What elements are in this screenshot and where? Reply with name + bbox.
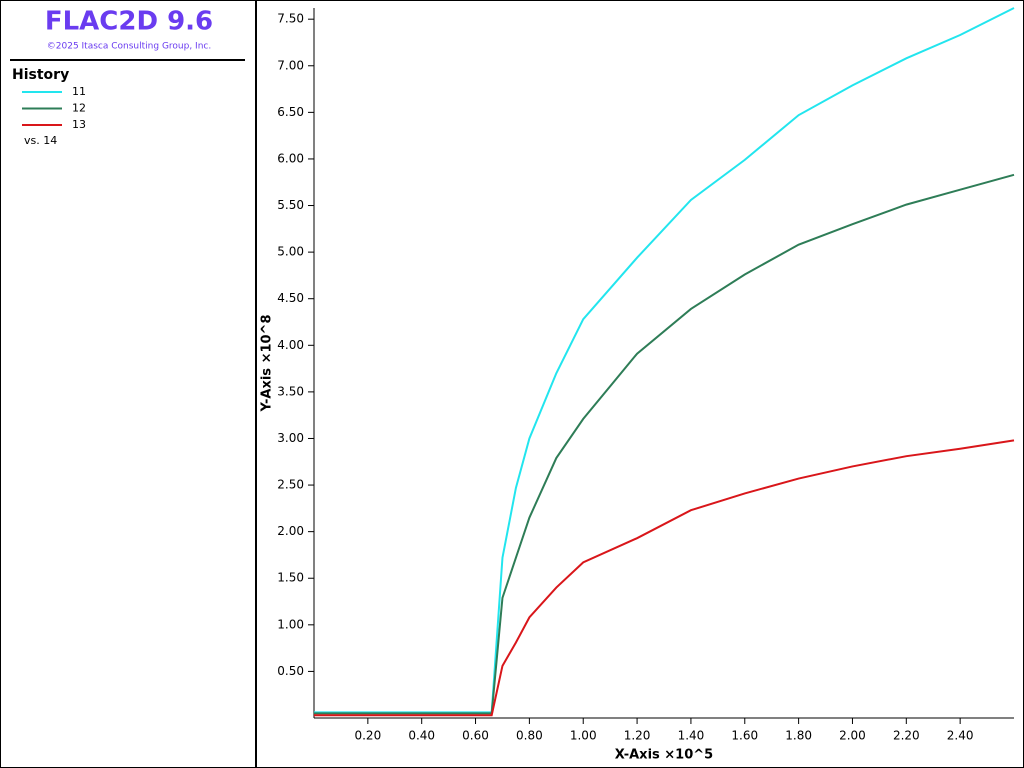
y-tick-label: 0.50 xyxy=(277,664,304,678)
legend-label: 12 xyxy=(72,102,86,115)
x-tick-label: 2.00 xyxy=(839,729,866,743)
y-tick-label: 4.00 xyxy=(277,338,304,352)
x-tick-label: 1.40 xyxy=(678,729,705,743)
y-tick-label: 1.50 xyxy=(277,571,304,585)
series-line xyxy=(314,7,1015,714)
legend-title: History xyxy=(12,67,69,83)
copyright: ©2025 Itasca Consulting Group, Inc. xyxy=(47,42,211,52)
x-tick-label: 1.60 xyxy=(731,729,758,743)
x-tick-label: 1.80 xyxy=(785,729,812,743)
x-tick-label: 0.20 xyxy=(354,729,381,743)
y-tick-label: 5.00 xyxy=(277,245,304,259)
x-tick-label: 0.80 xyxy=(516,729,543,743)
x-axis-title: X-Axis ×10^5 xyxy=(615,748,713,763)
y-tick-label: 1.00 xyxy=(277,617,304,631)
legend: 11 12 13 xyxy=(22,85,86,131)
legend-label: 13 xyxy=(72,118,86,131)
x-tick-label: 1.00 xyxy=(570,729,597,743)
x-tick-label: 0.40 xyxy=(408,729,435,743)
y-tick-label: 2.50 xyxy=(277,478,304,492)
y-axis-title: Y-Axis ×10^8 xyxy=(260,315,275,413)
y-tick-label: 3.00 xyxy=(277,431,304,445)
y-tick-label: 7.00 xyxy=(277,58,304,72)
app-title: FLAC2D 9.6 xyxy=(45,7,213,37)
y-tick-label: 6.00 xyxy=(277,151,304,165)
y-tick-label: 3.50 xyxy=(277,384,304,398)
x-tick-label: 2.40 xyxy=(947,729,974,743)
x-tick-label: 2.20 xyxy=(893,729,920,743)
y-tick-label: 2.00 xyxy=(277,524,304,538)
legend-x-history: vs. 14 xyxy=(24,134,57,147)
series-line xyxy=(314,439,1015,717)
y-tick-label: 7.50 xyxy=(277,12,304,26)
legend-label: 11 xyxy=(72,85,86,98)
y-tick-label: 6.50 xyxy=(277,105,304,119)
x-tick-label: 1.20 xyxy=(624,729,651,743)
x-tick-label: 0.60 xyxy=(462,729,489,743)
y-tick-label: 5.50 xyxy=(277,198,304,212)
series-line xyxy=(314,173,1015,715)
y-tick-label: 4.50 xyxy=(277,291,304,305)
